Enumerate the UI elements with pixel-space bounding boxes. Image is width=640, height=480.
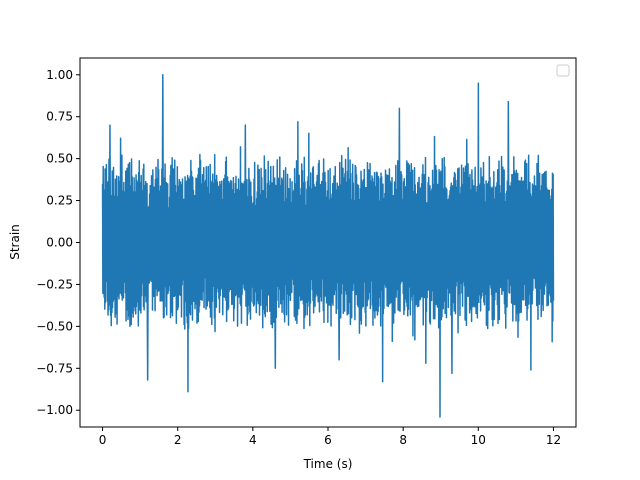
- plot-layer: [101, 74, 555, 418]
- x-tick-label: 4: [249, 433, 257, 447]
- y-tick-label: 0.50: [46, 152, 73, 166]
- x-tick-label: 10: [471, 433, 486, 447]
- legend-box: [556, 64, 570, 77]
- x-tick-label: 12: [546, 433, 561, 447]
- y-axis-label: Strain: [8, 224, 22, 260]
- y-tick-label: −0.25: [36, 277, 73, 291]
- x-tick-label: 0: [99, 433, 107, 447]
- y-tick-label: −0.50: [36, 319, 73, 333]
- x-tick-label: 2: [174, 433, 182, 447]
- x-axis-label: Time (s): [303, 457, 353, 471]
- y-tick-label: 0.25: [46, 194, 73, 208]
- y-tick-label: −0.75: [36, 361, 73, 375]
- y-tick-label: 0.00: [46, 236, 73, 250]
- ticks-layer: 0 2 4 6 8 10 12 −1.00 −0.75 −0.50 −0.25 0.00 0.25 0.5…: [36, 68, 561, 447]
- y-tick-label: −1.00: [36, 403, 73, 417]
- x-tick-label: 6: [324, 433, 332, 447]
- y-tick-label: 0.75: [46, 110, 73, 124]
- y-tick-label: 1.00: [46, 68, 73, 82]
- x-tick-label: 8: [399, 433, 407, 447]
- strain-series-line: [101, 74, 555, 418]
